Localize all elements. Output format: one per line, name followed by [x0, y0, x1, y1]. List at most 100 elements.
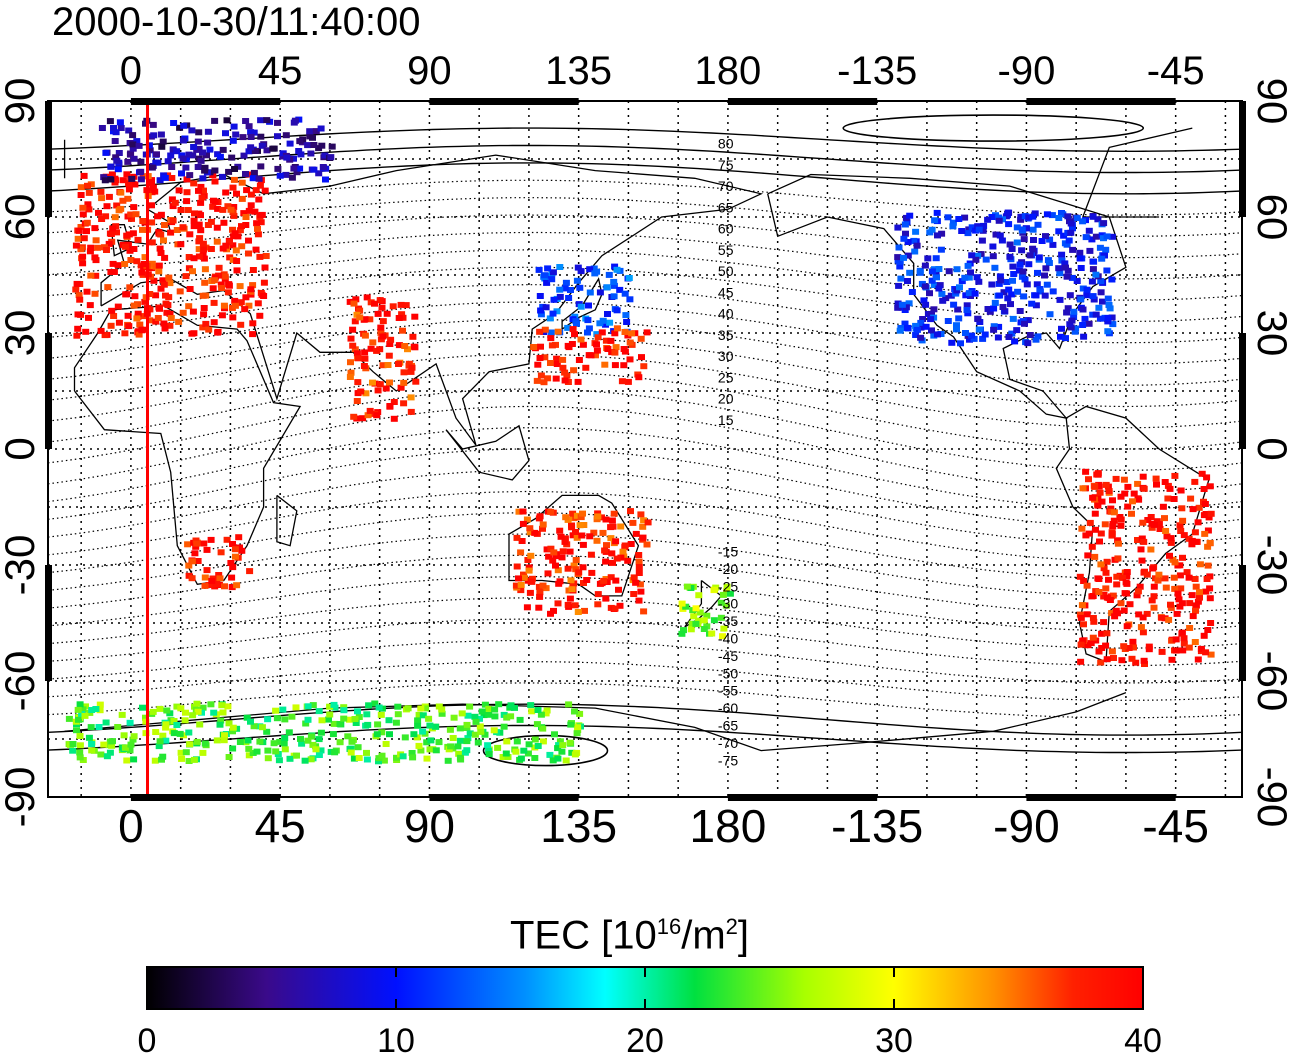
- tec-cell: [904, 252, 912, 259]
- tec-cell: [238, 223, 245, 230]
- tec-cell: [1206, 539, 1214, 546]
- tec-cell: [537, 307, 545, 314]
- tec-cell: [96, 707, 104, 714]
- tec-cell: [569, 510, 577, 517]
- tec-cell: [444, 757, 452, 764]
- mlat-label: -50: [718, 665, 738, 681]
- tec-cell: [454, 743, 462, 750]
- tec-cell: [118, 711, 126, 718]
- tec-cell: [573, 277, 581, 284]
- tec-cell: [1049, 288, 1057, 295]
- tec-cell: [517, 581, 525, 588]
- tec-cell: [201, 266, 209, 273]
- tec-cell: [102, 213, 110, 220]
- mlat-contour: [47, 127, 1243, 152]
- tec-cell: [1123, 623, 1131, 630]
- tec-cell: [683, 583, 691, 590]
- tec-cell: [1079, 218, 1087, 225]
- tec-cell: [336, 721, 344, 727]
- tec-cell: [176, 730, 184, 737]
- tec-cell: [1021, 276, 1029, 283]
- tec-cell: [719, 633, 726, 640]
- tec-cell: [1207, 651, 1215, 658]
- tec-cell: [997, 277, 1005, 284]
- tec-cell: [182, 709, 189, 716]
- tec-cell: [1086, 519, 1094, 526]
- tec-cell: [992, 231, 1000, 238]
- tec-cell: [1179, 647, 1187, 654]
- tec-cell: [1029, 226, 1037, 233]
- tec-cell: [996, 232, 1004, 239]
- tec-cell: [111, 175, 119, 182]
- tec-cell: [79, 260, 87, 267]
- tec-cell: [238, 243, 246, 250]
- tec-cell: [1167, 539, 1175, 546]
- tec-cell: [1043, 281, 1051, 288]
- tec-cell: [375, 704, 383, 711]
- tec-cell: [1088, 593, 1096, 600]
- frame-bar-left: [45, 101, 52, 217]
- tec-cell: [1057, 333, 1064, 340]
- frame-bar-right: [1239, 101, 1246, 217]
- tec-cell: [1029, 245, 1037, 252]
- tec-cell: [220, 219, 228, 226]
- tec-cell: [76, 749, 84, 756]
- lon-tick-top: 90: [407, 49, 452, 93]
- tec-cell: [624, 378, 632, 385]
- tec-cell: [1166, 485, 1174, 492]
- tec-cell: [247, 134, 255, 140]
- tec-cell: [566, 739, 574, 746]
- tec-cell: [1103, 267, 1111, 274]
- tec-cell: [1083, 582, 1091, 589]
- tec-cell: [1031, 210, 1039, 217]
- tec-cell: [920, 297, 928, 304]
- tec-cell: [249, 267, 257, 273]
- tec-cell: [348, 738, 356, 745]
- tec-cell: [1096, 489, 1104, 496]
- tec-cell: [695, 617, 702, 624]
- tec-cell: [1103, 630, 1111, 637]
- tec-cell: [194, 558, 202, 564]
- tec-cell: [407, 394, 415, 401]
- tec-cell: [123, 171, 131, 178]
- tec-cell: [152, 318, 160, 325]
- tec-cell: [1178, 600, 1186, 607]
- tec-cell: [554, 745, 562, 752]
- mlat-label: -35: [718, 613, 738, 629]
- tec-cell: [130, 204, 138, 211]
- lon-tick-top: 180: [695, 49, 762, 93]
- tec-cell: [626, 339, 634, 346]
- tec-cell: [1150, 583, 1158, 590]
- tec-cell: [281, 716, 289, 723]
- tec-cell: [1139, 519, 1147, 526]
- tec-cell: [1080, 621, 1087, 628]
- tec-cell: [531, 736, 539, 743]
- tec-cell: [1060, 232, 1068, 239]
- tec-cell: [179, 137, 187, 144]
- tec-cell: [374, 387, 382, 394]
- tec-cell: [1152, 475, 1160, 482]
- tec-cell: [188, 127, 196, 134]
- tec-cell: [894, 257, 902, 264]
- tec-cell: [1089, 494, 1097, 501]
- tec-cell: [382, 741, 390, 747]
- tec-cell: [402, 302, 410, 309]
- tec-cell: [1033, 281, 1041, 288]
- tec-cell: [599, 317, 607, 324]
- tec-cell: [1099, 298, 1106, 305]
- tec-cell: [594, 334, 602, 341]
- tec-cell: [200, 305, 208, 311]
- tec-cell: [974, 315, 982, 322]
- tec-cell: [243, 187, 251, 194]
- tec-cell: [515, 508, 523, 515]
- mlat-label: -40: [718, 630, 738, 646]
- tec-cell: [129, 736, 137, 743]
- tec-cell: [221, 583, 228, 590]
- tec-cell: [1128, 655, 1136, 662]
- tec-cell: [139, 704, 146, 711]
- tec-cell: [304, 737, 312, 744]
- tec-cell: [607, 535, 615, 542]
- tec-cell: [1202, 649, 1210, 656]
- tec-cell: [363, 756, 371, 763]
- tec-cell: [231, 546, 239, 553]
